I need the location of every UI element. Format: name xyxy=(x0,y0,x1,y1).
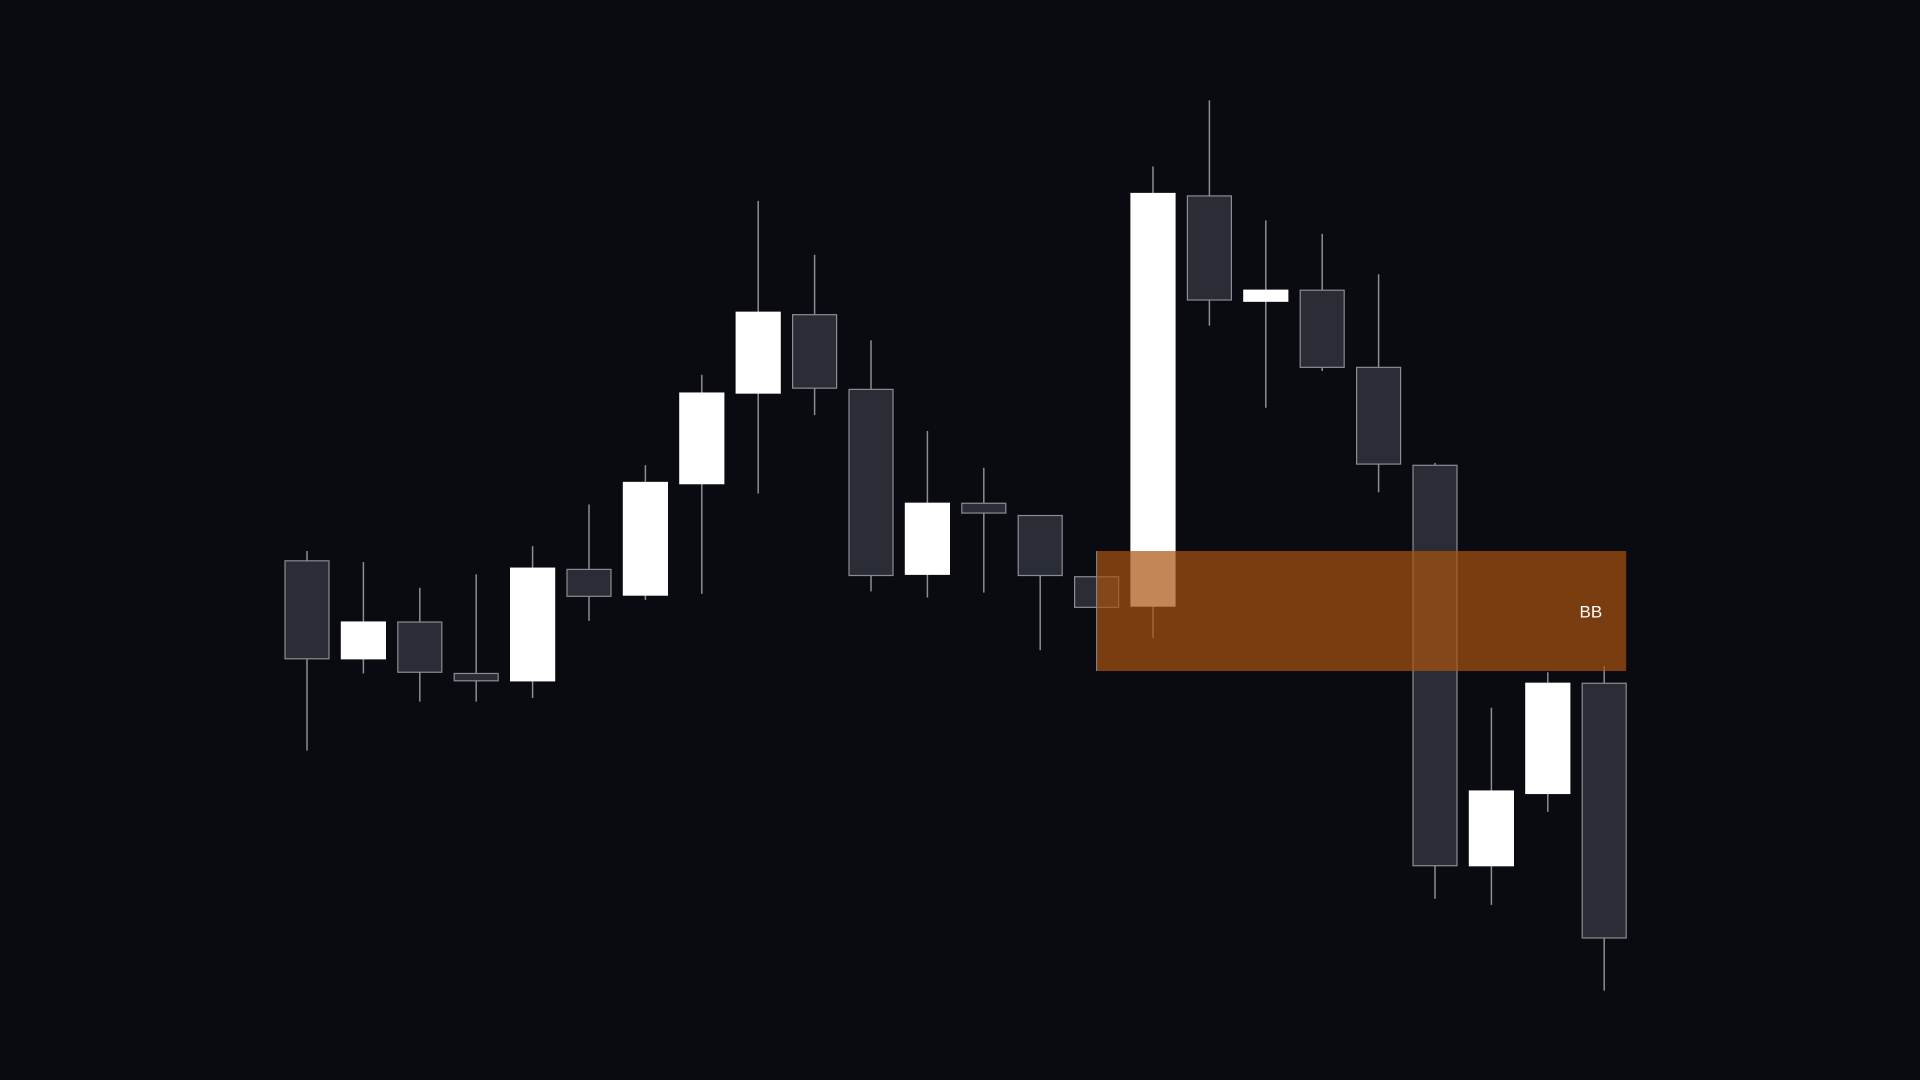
candle-body xyxy=(566,568,612,597)
candle-body xyxy=(1243,289,1289,302)
candle-body xyxy=(340,621,386,660)
candle-body xyxy=(961,502,1007,514)
candle-body xyxy=(1130,192,1176,607)
zone xyxy=(1096,551,1627,672)
candle-body xyxy=(848,388,894,577)
candle-body xyxy=(1186,195,1233,301)
candle-body xyxy=(735,311,781,394)
candle-body xyxy=(397,621,443,673)
candle-body xyxy=(904,502,951,575)
candle-body xyxy=(453,672,499,682)
candle-body xyxy=(1468,790,1515,867)
candle-body xyxy=(1525,682,1571,795)
candle-body xyxy=(1581,682,1627,939)
candle-body xyxy=(791,314,838,389)
candle-body xyxy=(510,567,556,682)
candle-body xyxy=(284,560,330,660)
zone-label: BB xyxy=(1580,603,1603,622)
candle-body xyxy=(1355,366,1402,465)
candle-body xyxy=(679,392,725,485)
candle-body xyxy=(1299,289,1345,368)
candle-body xyxy=(1017,514,1063,577)
candle-body xyxy=(622,481,669,596)
